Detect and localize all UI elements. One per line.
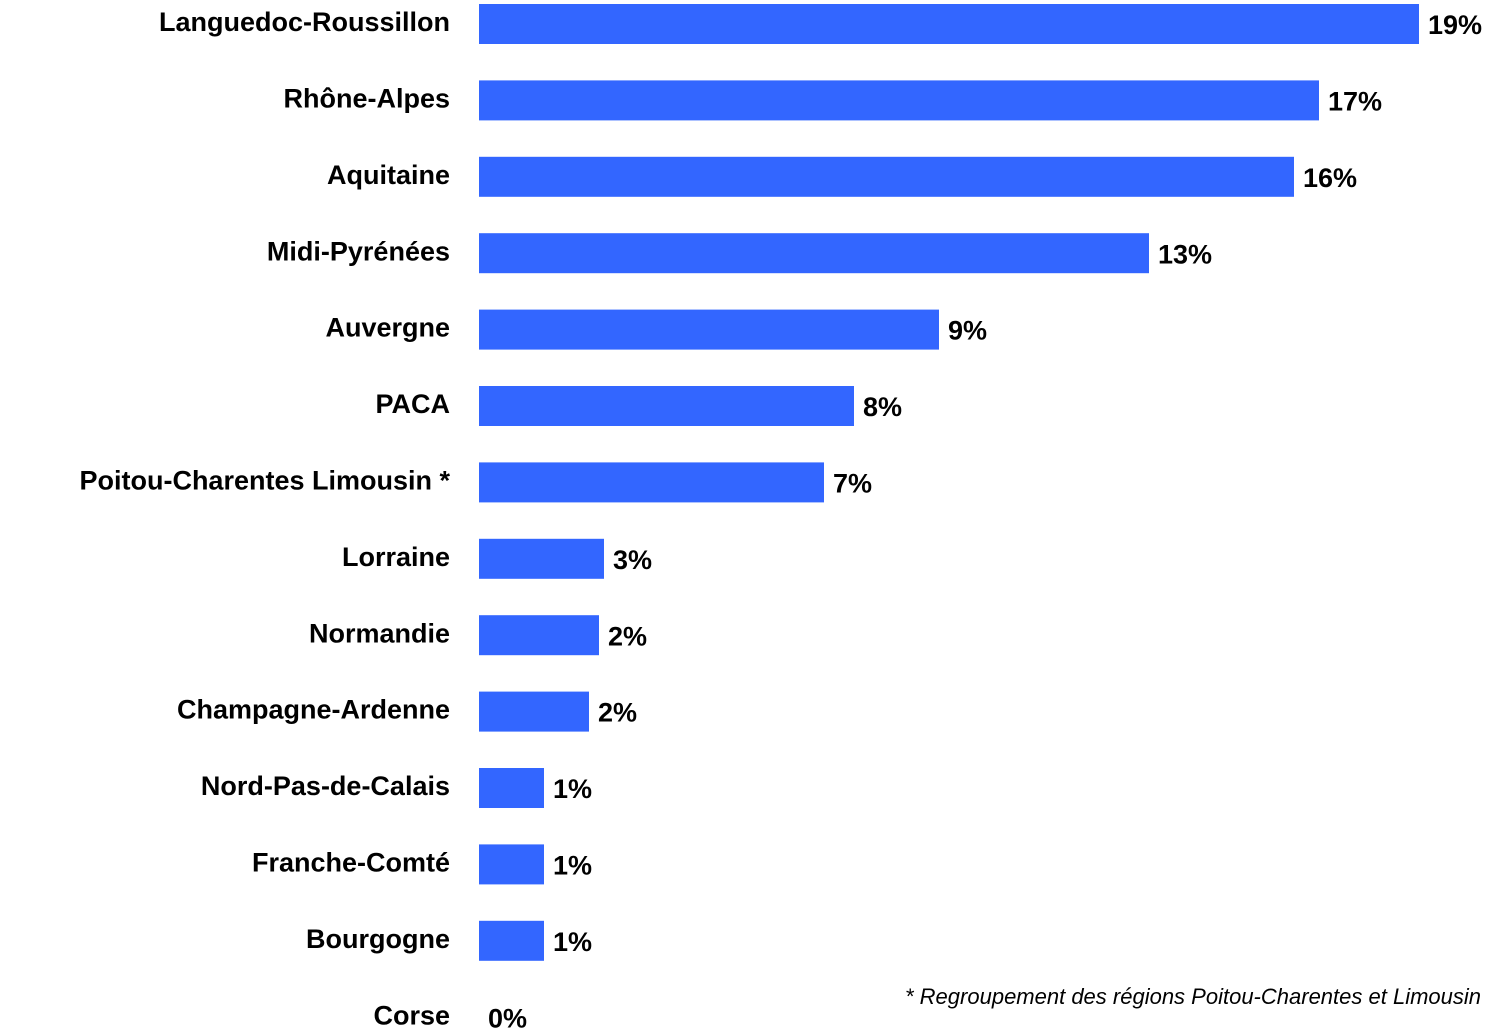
category-label: Franche-Comté [252,848,450,878]
category-label: Rhône-Alpes [283,84,450,114]
bar [479,691,589,732]
value-label: 0% [488,1003,527,1031]
category-label: Aquitaine [327,160,450,190]
bar [479,156,1294,197]
category-label: Corse [373,1000,450,1030]
value-label: 3% [613,545,652,575]
bar [479,615,599,656]
category-label: Poitou-Charentes Limousin * [79,466,450,496]
category-label: PACA [375,389,450,419]
value-label: 1% [553,774,592,804]
category-label: Midi-Pyrénées [267,236,450,266]
category-label: Normandie [309,618,450,648]
footnote: * Regroupement des régions Poitou-Charen… [905,984,1481,1009]
bar [479,538,604,579]
bar [479,233,1149,274]
value-label: 9% [948,316,987,346]
value-label: 16% [1303,163,1357,193]
bar [479,462,824,503]
bar [479,80,1319,121]
bar [479,386,854,426]
category-label: Champagne-Ardenne [177,695,450,725]
value-label: 2% [608,621,647,651]
value-label: 19% [1428,10,1482,40]
value-label: 7% [833,469,872,499]
category-label: Languedoc-Roussillon [159,7,450,37]
bar [479,4,1419,44]
value-label: 8% [863,392,902,422]
value-label: 13% [1158,239,1212,269]
value-label: 1% [553,927,592,957]
value-label: 17% [1328,87,1382,117]
bar [479,768,544,808]
value-label: 2% [598,698,637,728]
category-label: Lorraine [342,542,450,572]
category-label: Bourgogne [306,924,450,954]
bar [479,920,544,961]
category-label: Nord-Pas-de-Calais [201,771,450,801]
bar [479,309,939,350]
category-label: Auvergne [325,313,450,343]
value-label: 1% [553,851,592,881]
bar [479,844,544,885]
